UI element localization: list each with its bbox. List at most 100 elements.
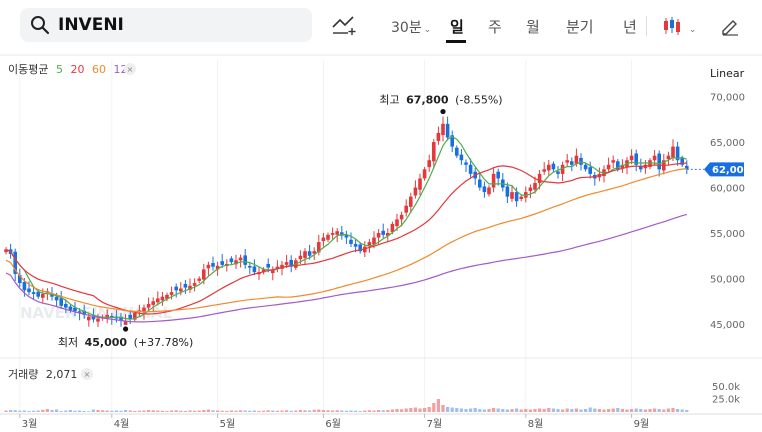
candle-body (537, 173, 542, 183)
volume-bar (505, 409, 509, 412)
candle-body (432, 142, 436, 162)
y-tick-label: 65,000 (710, 138, 745, 149)
high-annotation: 최고 67,800 (-8.55%) (379, 94, 503, 115)
volume-bar (588, 407, 592, 412)
candle-body (468, 164, 473, 174)
candle-body (197, 278, 201, 281)
volume-bar (648, 409, 652, 412)
candle-body (243, 255, 247, 265)
ma-legend-5: 5 (56, 63, 63, 76)
volume-bar (266, 410, 270, 412)
volume-bar (193, 410, 197, 412)
volume-legend-close-icon[interactable]: × (81, 368, 93, 380)
candle-body (551, 163, 556, 170)
candle-body (560, 164, 565, 174)
volume-bar (611, 408, 615, 412)
low-label: 최저 (58, 336, 78, 349)
high-label: 최고 (379, 94, 399, 107)
candle-body (459, 154, 464, 161)
tab-period-quarter[interactable]: 분기 (566, 18, 594, 36)
volume-bar (676, 409, 680, 412)
candle-body (675, 146, 680, 161)
candle-body (160, 296, 165, 301)
volume-bar (13, 410, 17, 412)
volume-bar (455, 408, 459, 412)
candle-body (215, 265, 220, 270)
stock-chart[interactable]: NAVER FINANCIAL Linear 70,00065,00060,00… (0, 54, 762, 432)
tab-period-year[interactable]: 년 (623, 18, 637, 36)
volume-bar (27, 411, 31, 412)
volume-bar (160, 410, 164, 412)
volume-bar (593, 408, 597, 412)
volume-bar (634, 408, 638, 412)
volume-bar (101, 410, 105, 412)
ma-legend: 이동평균 5 20 60 120 (8, 63, 134, 76)
volume-bar (4, 410, 8, 412)
volume-bar (271, 410, 275, 412)
candle-body (648, 160, 652, 167)
volume-bar (519, 409, 523, 412)
volume-bar (156, 410, 160, 412)
volume-value: 2,071 (46, 368, 78, 381)
high-value: 67,800 (406, 94, 449, 107)
volume-bar (482, 409, 486, 412)
volume-tick-label: 50.0k (712, 382, 740, 393)
candle-body (464, 162, 468, 165)
candle-body (238, 257, 243, 261)
tab-period-week[interactable]: 주 (488, 18, 502, 36)
volume-bar (280, 410, 284, 412)
interval-select[interactable]: 30분 ⌄ (391, 17, 431, 37)
x-tick-label: 6월 (325, 418, 341, 430)
candle-body (606, 164, 611, 170)
volume-bar (354, 410, 358, 412)
volume-bar (372, 410, 376, 412)
volume-bar (147, 410, 151, 412)
volume-bar (110, 410, 114, 412)
search-box[interactable]: INVENI (20, 8, 312, 42)
ma-legend-close-icon[interactable]: × (124, 63, 136, 75)
candle-body (188, 285, 192, 290)
volume-bar (202, 410, 206, 412)
candle-body (165, 294, 169, 299)
volume-bar (262, 410, 266, 412)
draw-line-icon[interactable] (332, 14, 358, 40)
y-tick-label: 50,000 (710, 275, 745, 286)
volume-bar (234, 410, 238, 412)
active-tab-indicator (446, 40, 466, 43)
candle-body (229, 258, 234, 263)
candle-body (18, 275, 22, 284)
volume-bar (124, 410, 128, 412)
volume-bar (188, 410, 192, 412)
volume-bar (478, 409, 482, 412)
scale-type-label[interactable]: Linear (710, 67, 745, 80)
candle-body (376, 233, 381, 238)
candle-body (372, 237, 376, 245)
candle-body (570, 161, 574, 165)
candle-body (450, 135, 454, 147)
tab-period-month[interactable]: 월 (526, 18, 540, 36)
volume-bar (225, 411, 229, 412)
volume-bar (607, 409, 611, 412)
volume-bar (18, 410, 22, 412)
x-tick-label: 8월 (528, 418, 544, 430)
candle-body (657, 153, 661, 170)
moving-average-lines (5, 135, 704, 323)
tab-period-day[interactable]: 일 (450, 18, 464, 36)
chart-type-select[interactable]: ⌄ (662, 16, 696, 40)
candle-body (547, 164, 551, 171)
candle-body (363, 246, 367, 253)
volume-bar (390, 409, 394, 412)
candle-body (330, 233, 335, 235)
candle-body (514, 192, 519, 202)
candle-body (496, 171, 500, 179)
candle-body (22, 281, 27, 291)
candle-body (96, 318, 100, 322)
volume-bar (432, 403, 436, 412)
candle-body (82, 310, 86, 315)
candle-body (399, 214, 404, 220)
candle-body (266, 263, 270, 268)
pencil-icon[interactable] (720, 16, 740, 40)
candle-body (183, 283, 188, 288)
volume-bar (275, 410, 279, 412)
candle-body (280, 264, 284, 269)
